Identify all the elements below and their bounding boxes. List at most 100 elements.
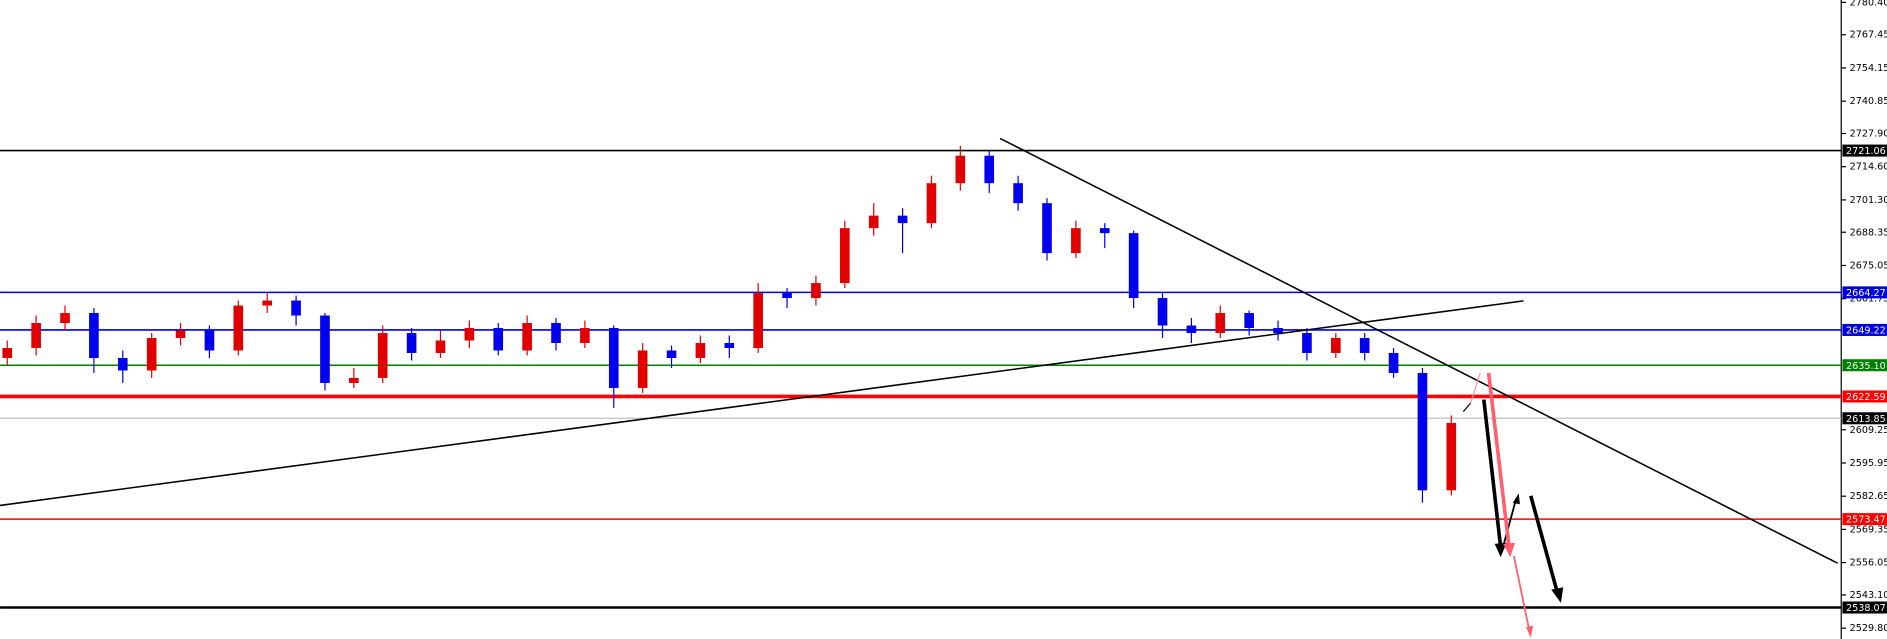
candle-body	[175, 330, 186, 339]
y-tick-label: 2569.35	[1850, 524, 1887, 535]
candle-body	[117, 357, 128, 371]
candle-body	[1128, 233, 1139, 299]
candle-body	[1099, 228, 1110, 234]
candle-body	[811, 283, 821, 299]
y-tick-label: 2714.60	[1850, 162, 1887, 173]
y-tick-label: 2740.85	[1850, 96, 1887, 107]
arrow	[1486, 372, 1511, 548]
arrow	[1462, 402, 1472, 412]
level-label-box	[1842, 323, 1887, 336]
candle-body	[926, 183, 937, 224]
y-tick-label: 2543.10	[1850, 590, 1887, 601]
candle-body	[233, 305, 244, 351]
y-tick-label: 2767.45	[1850, 30, 1887, 41]
candle-body	[377, 333, 388, 378]
level-label: 2635.10	[1846, 361, 1886, 372]
candle-body	[1186, 325, 1197, 334]
y-tick-label: 2529.80	[1850, 623, 1887, 634]
candle-body	[840, 228, 850, 284]
candle-body	[464, 328, 475, 341]
candle-body	[753, 293, 763, 348]
y-tick-label: 2556.05	[1850, 558, 1887, 569]
arrow	[1501, 497, 1518, 552]
y-tick-label: 2609.25	[1850, 425, 1887, 436]
candle-body	[262, 300, 273, 306]
candle-body	[320, 315, 330, 383]
arrow	[1470, 372, 1481, 404]
level-label: 2573.47	[1846, 515, 1886, 526]
level-label: 2622.59	[1846, 392, 1886, 403]
arrowhead	[1512, 493, 1520, 505]
levels	[0, 149, 1842, 609]
candle-body	[637, 350, 648, 388]
candle-body	[31, 323, 41, 348]
y-tick-label: 2780.40	[1850, 0, 1887, 8]
candle-body	[608, 328, 619, 388]
y-tick-label: 2661.75	[1850, 294, 1887, 305]
level-label: 2613.85	[1846, 414, 1886, 425]
candle-body	[1446, 422, 1457, 491]
candle-body	[204, 330, 215, 351]
candle-body	[493, 328, 504, 351]
candle-body	[1071, 228, 1081, 254]
y-tick-label: 2688.35	[1850, 227, 1887, 238]
forecast-arrows	[1462, 372, 1564, 638]
candle-body	[955, 155, 966, 184]
level-label: 2538.07	[1846, 603, 1886, 614]
candle-body	[1244, 313, 1254, 329]
level-label-box	[1842, 144, 1887, 157]
level-label: 2664.27	[1846, 288, 1886, 299]
candle-body	[1215, 313, 1226, 334]
level-label-box	[1842, 359, 1887, 372]
candle-body	[2, 347, 13, 358]
arrow	[1482, 399, 1503, 548]
candle-body	[897, 215, 908, 224]
candle-body	[291, 300, 301, 316]
candle-body	[724, 342, 735, 348]
candle-body	[1388, 352, 1399, 373]
trendline	[0, 300, 1524, 507]
y-tick-label: 2675.05	[1850, 260, 1887, 271]
candle-body	[1417, 372, 1428, 491]
arrowhead	[1503, 542, 1516, 558]
candle-body	[1273, 328, 1283, 334]
y-tick-label: 2582.65	[1850, 491, 1887, 502]
arrowhead	[1551, 587, 1564, 603]
level-label-box	[1842, 412, 1887, 425]
candle-body	[666, 350, 677, 358]
candle-body	[1013, 183, 1023, 204]
y-tick-label: 2727.90	[1850, 128, 1887, 139]
candle-body	[435, 340, 446, 353]
level-label-box	[1842, 286, 1887, 299]
candle-body	[580, 328, 590, 343]
candle-body	[406, 333, 417, 353]
candle-body	[551, 323, 561, 343]
price-axis: 2780.40 2767.45 2754.15 2740.85 2727.90 2714.…	[1841, 0, 1887, 634]
candle-body	[782, 293, 792, 299]
arrow	[1513, 555, 1531, 632]
candle-body	[868, 215, 879, 229]
y-tick-label: 2754.15	[1850, 63, 1887, 74]
candle-body	[1359, 338, 1370, 353]
trendline	[999, 137, 1838, 564]
candle-body	[984, 155, 995, 184]
candle-body	[89, 313, 99, 358]
candles	[2, 145, 1457, 503]
level-label: 2721.06	[1846, 146, 1886, 157]
y-tick-label: 2701.30	[1850, 195, 1887, 206]
candle-body	[1157, 298, 1168, 326]
candle-body	[1302, 333, 1312, 353]
arrowhead	[1525, 625, 1534, 638]
level-label-box	[1842, 390, 1887, 403]
candle-body	[695, 342, 706, 358]
y-tick-label: 2595.95	[1850, 458, 1887, 469]
candle-body	[1330, 338, 1341, 353]
level-label: 2649.22	[1846, 326, 1886, 337]
level-label-box	[1842, 601, 1887, 614]
candle-body	[1042, 203, 1052, 254]
candle-body	[522, 323, 532, 351]
arrow	[1529, 495, 1559, 593]
